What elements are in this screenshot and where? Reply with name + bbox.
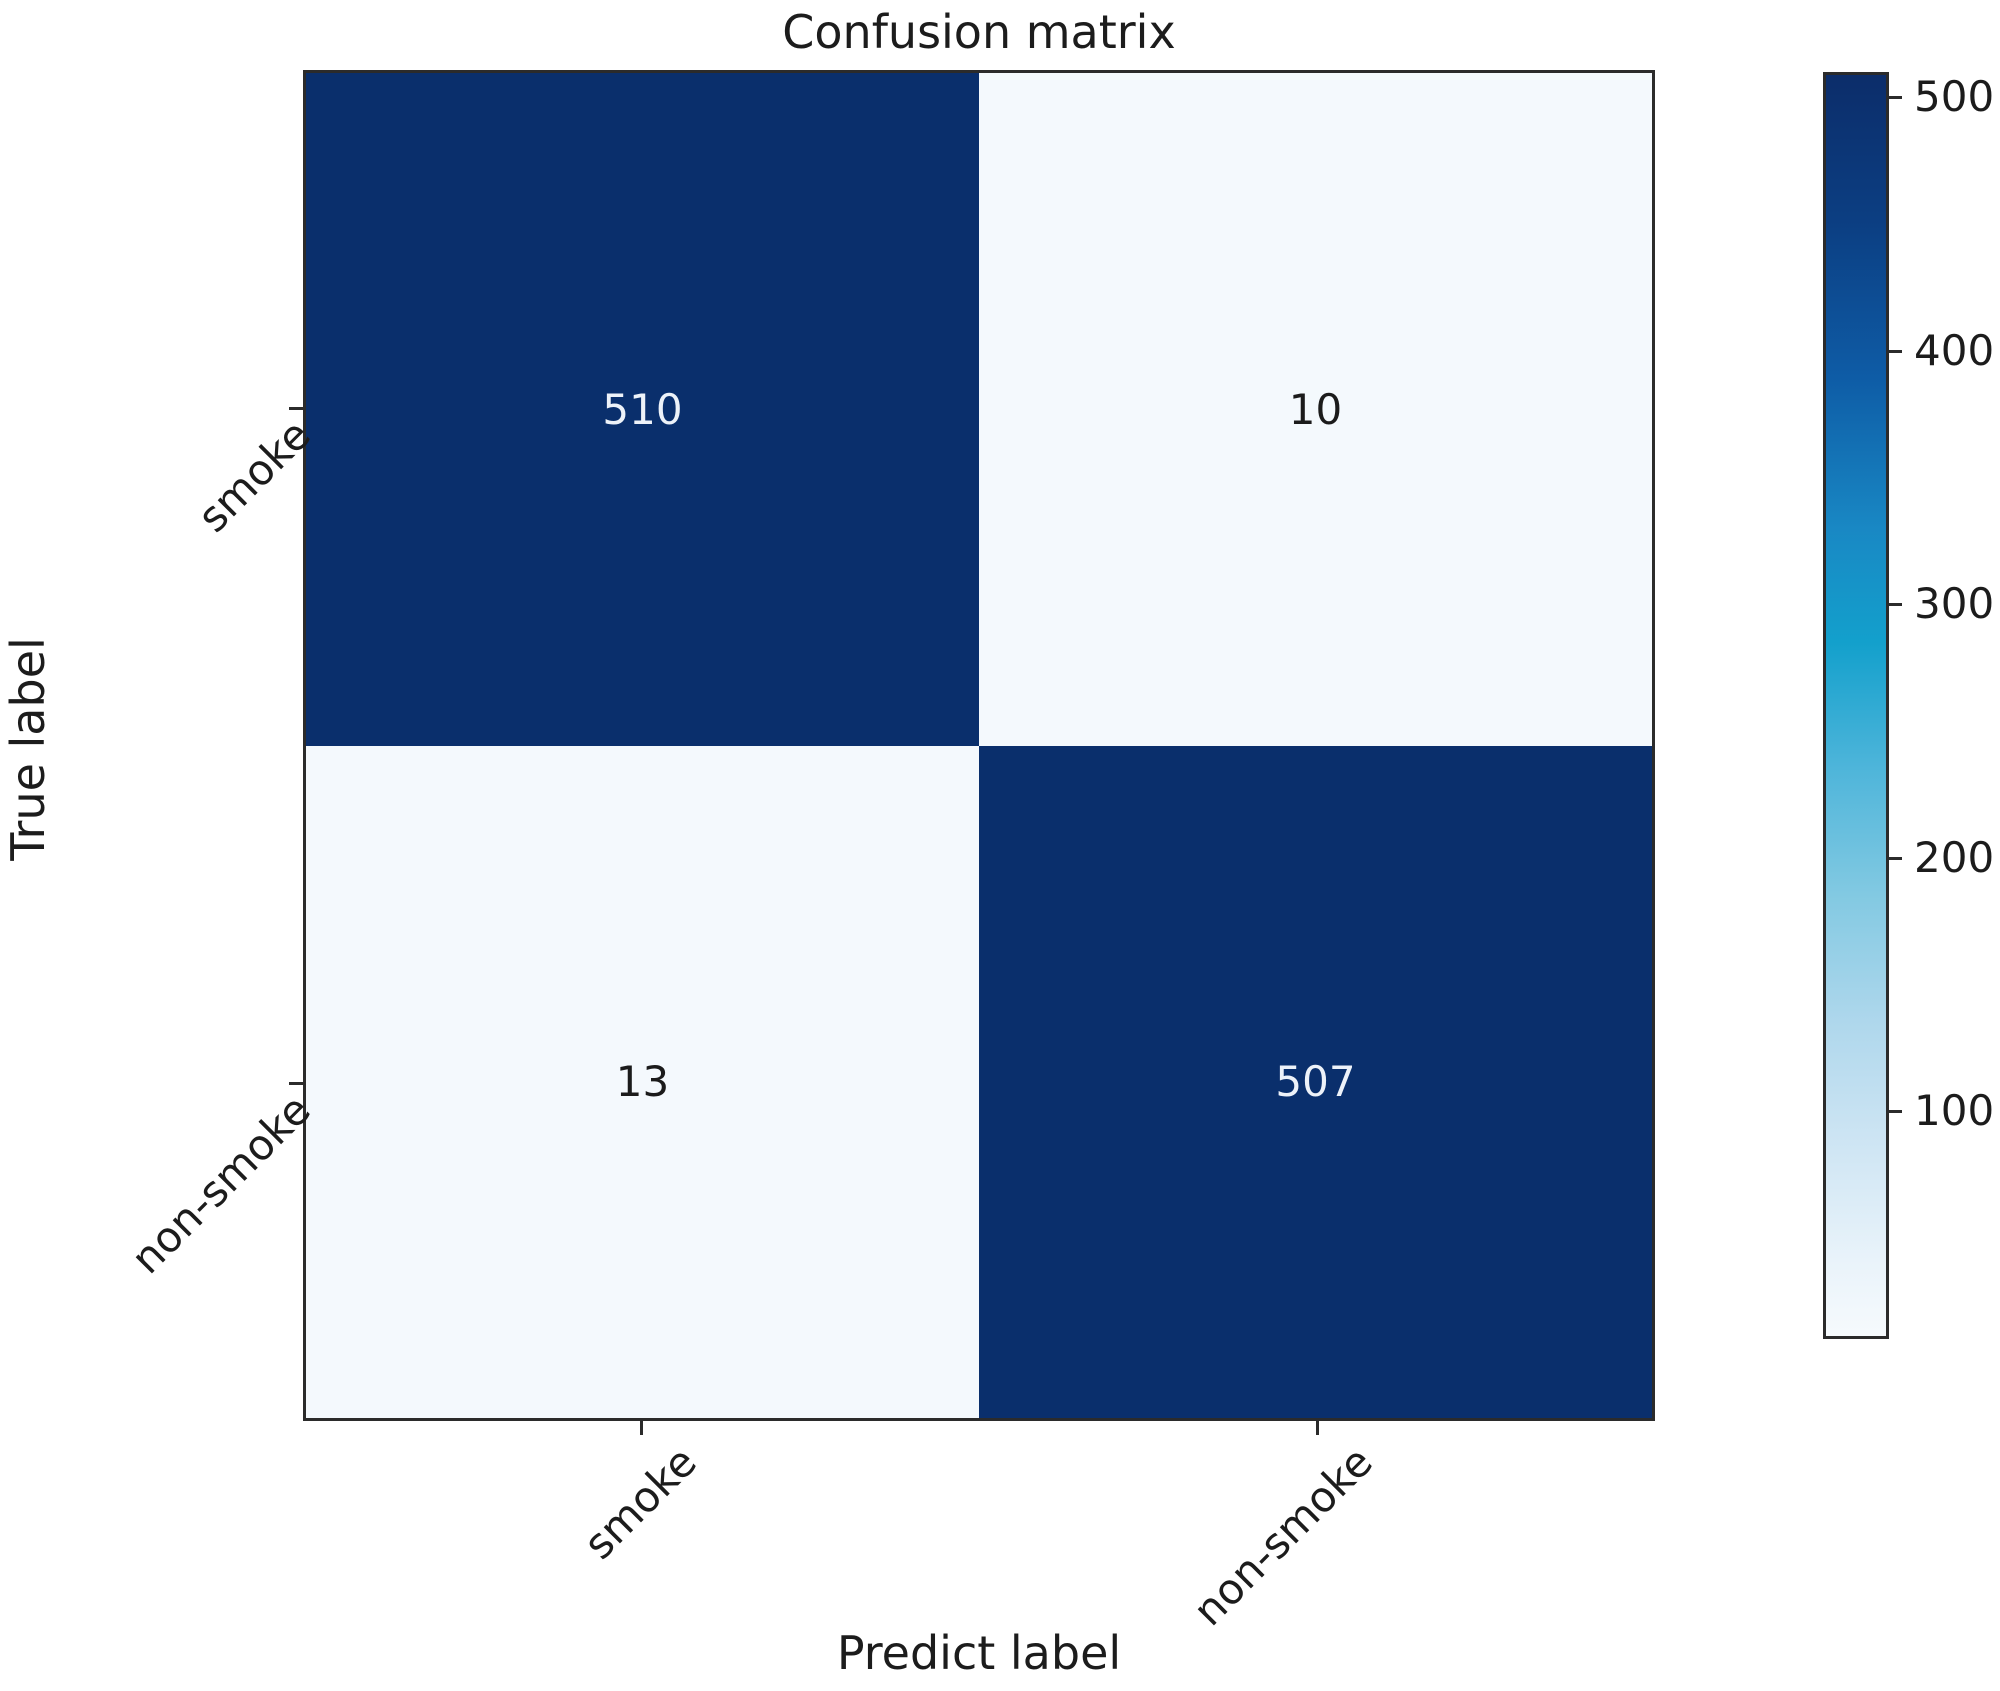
chart-title: Confusion matrix xyxy=(782,5,1176,59)
colorbar-tick-label-500: 500 xyxy=(1914,72,1995,122)
x-tick-label: smoke xyxy=(574,1437,706,1569)
x-tickmark-smoke xyxy=(640,1421,643,1435)
colorbar-tickmark-300 xyxy=(1889,603,1902,607)
y-tickmark-non-smoke xyxy=(289,1082,303,1086)
matrix-cell-non-smoke-smoke: 13 xyxy=(306,745,979,1418)
colorbar-tickmark-200 xyxy=(1889,856,1902,860)
matrix-cell-non-smoke-non-smoke: 507 xyxy=(979,745,1652,1418)
x-tickmark-non-smoke xyxy=(1316,1421,1319,1435)
x-tick-label: non-smoke xyxy=(1183,1437,1382,1636)
y-tickmark-smoke xyxy=(289,406,303,410)
y-tick-label: smoke xyxy=(188,409,320,542)
heatmap-cells: 510 10 13 507 xyxy=(306,73,1652,1418)
colorbar-tick-label-300: 300 xyxy=(1914,579,1995,629)
colorbar-tick-label-100: 100 xyxy=(1914,1085,1995,1135)
colorbar-tick-label-400: 400 xyxy=(1914,325,1995,375)
y-axis-label: True label xyxy=(1,637,55,861)
colorbar-tickmark-100 xyxy=(1889,1109,1902,1113)
y-tick-label: non-smoke xyxy=(121,1085,320,1284)
heatmap-plot-area: 510 10 13 507 xyxy=(303,70,1655,1421)
matrix-cell-smoke-smoke: 510 xyxy=(306,73,979,746)
colorbar-tickmark-400 xyxy=(1889,349,1902,353)
colorbar-gradient xyxy=(1823,72,1889,1339)
x-axis-label: Predict label xyxy=(836,1626,1122,1680)
colorbar-tick-label-200: 200 xyxy=(1914,832,1995,882)
colorbar-tickmark-500 xyxy=(1889,96,1902,100)
matrix-cell-smoke-non-smoke: 10 xyxy=(979,73,1652,746)
